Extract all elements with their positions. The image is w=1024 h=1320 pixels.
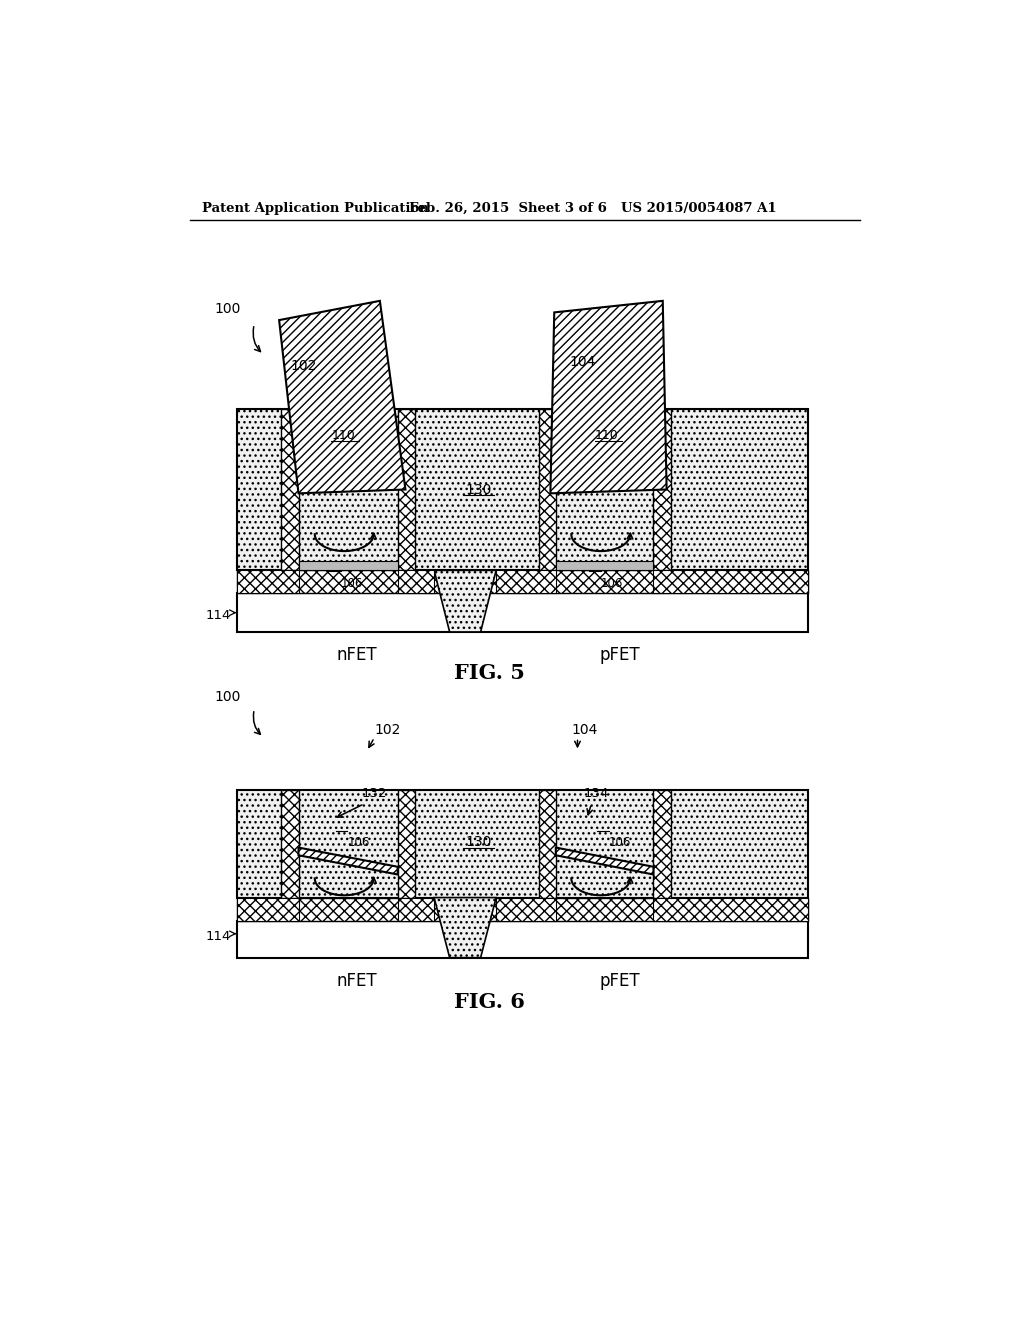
Text: 132: 132 xyxy=(362,787,387,800)
Polygon shape xyxy=(299,847,397,875)
Bar xyxy=(282,409,299,570)
Text: 130: 130 xyxy=(465,836,492,849)
Bar xyxy=(237,898,299,921)
Bar xyxy=(237,898,809,921)
Bar xyxy=(653,789,671,898)
Text: 106: 106 xyxy=(608,836,631,849)
Text: 102: 102 xyxy=(375,723,400,737)
Text: 100: 100 xyxy=(214,690,241,705)
Bar xyxy=(496,898,556,921)
Text: 106: 106 xyxy=(341,577,364,590)
Text: 106: 106 xyxy=(347,836,370,849)
Text: 104: 104 xyxy=(571,723,598,737)
Bar xyxy=(653,570,809,594)
Text: Feb. 26, 2015  Sheet 3 of 6: Feb. 26, 2015 Sheet 3 of 6 xyxy=(409,202,606,215)
Text: nFET: nFET xyxy=(336,645,377,664)
Bar xyxy=(237,789,809,898)
Text: pFET: pFET xyxy=(600,645,640,664)
Text: 102: 102 xyxy=(290,359,316,374)
Text: 106: 106 xyxy=(601,577,624,590)
Bar xyxy=(653,898,809,921)
Text: nFET: nFET xyxy=(336,972,377,990)
Text: 104: 104 xyxy=(569,355,596,370)
Text: 110: 110 xyxy=(595,429,618,442)
Text: 114: 114 xyxy=(206,929,231,942)
Bar xyxy=(653,409,671,570)
Text: 110: 110 xyxy=(332,429,355,442)
Bar xyxy=(539,409,556,570)
Bar xyxy=(237,921,809,958)
Text: FIG. 5: FIG. 5 xyxy=(455,663,525,682)
Bar xyxy=(237,594,809,632)
Text: 130: 130 xyxy=(465,483,492,496)
Bar xyxy=(299,561,397,570)
Text: pFET: pFET xyxy=(600,972,640,990)
Bar xyxy=(397,409,415,570)
Text: 114: 114 xyxy=(206,609,231,622)
Bar xyxy=(237,570,809,594)
Text: FIG. 6: FIG. 6 xyxy=(455,991,525,1011)
Text: Patent Application Publication: Patent Application Publication xyxy=(202,202,428,215)
Polygon shape xyxy=(434,898,496,958)
Bar xyxy=(237,570,299,594)
Bar xyxy=(556,561,653,570)
Polygon shape xyxy=(550,301,667,494)
Polygon shape xyxy=(434,570,496,632)
Text: 134: 134 xyxy=(584,787,609,800)
Bar xyxy=(397,570,434,594)
Text: 100: 100 xyxy=(214,301,241,315)
Bar xyxy=(496,570,556,594)
Bar xyxy=(237,409,809,570)
Bar xyxy=(397,789,415,898)
Polygon shape xyxy=(556,847,653,875)
Polygon shape xyxy=(280,301,406,494)
Bar xyxy=(282,789,299,898)
Bar xyxy=(397,898,434,921)
Text: US 2015/0054087 A1: US 2015/0054087 A1 xyxy=(621,202,776,215)
Bar xyxy=(539,789,556,898)
